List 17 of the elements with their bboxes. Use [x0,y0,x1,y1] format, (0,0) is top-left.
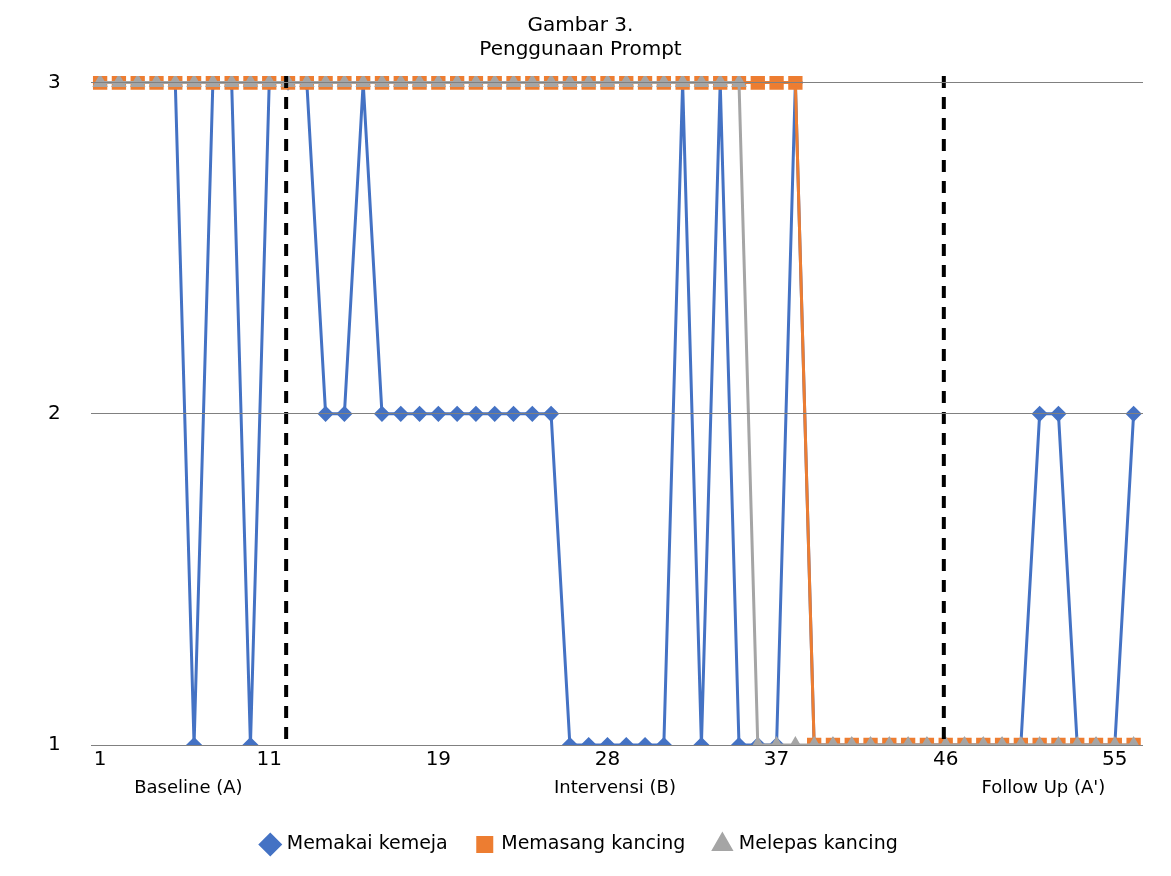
legend-label: Memakai kemeja [286,831,448,854]
chart-subtitle: Penggunaan Prompt [479,36,682,61]
chart-title: Gambar 3. [527,12,634,37]
x-tick-label: 19 [425,746,452,771]
y-tick-label: 2 [47,400,61,425]
legend-label: Memasang kancing [501,831,686,854]
text: Intervensi (B) [554,775,676,797]
x-tick-label: 28 [594,746,621,771]
x-tick-label: 11 [256,746,282,771]
x-tick-label: 55 [1102,746,1128,771]
x-tick-label: 46 [932,746,959,771]
legend-label: Melepas kancing [738,831,898,854]
x-tick-label: 37 [763,746,790,771]
x-tick-label: 1 [93,746,107,771]
text: Follow Up (A') [981,775,1106,797]
text: Baseline (A) [134,775,243,797]
y-tick-label: 3 [47,68,61,93]
